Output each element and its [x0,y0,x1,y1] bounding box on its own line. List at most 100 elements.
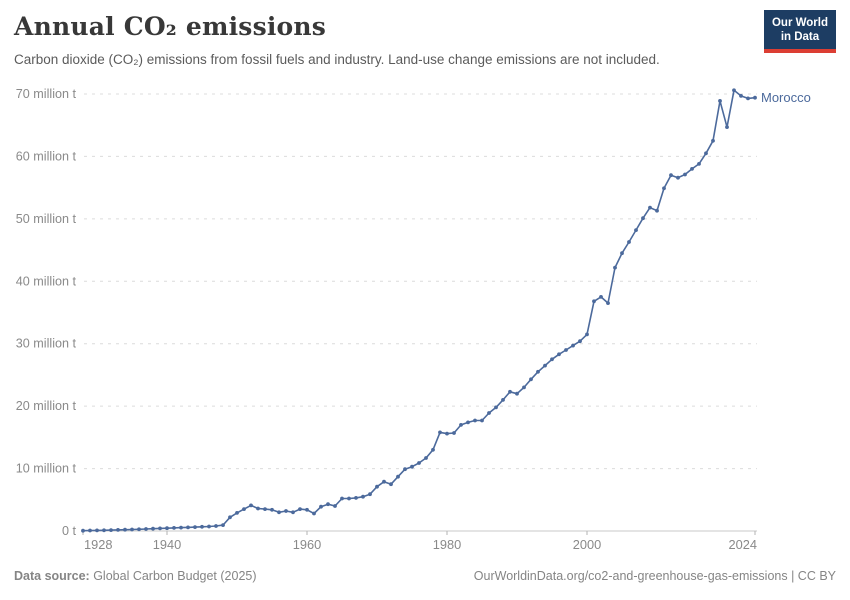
data-point[interactable] [116,528,120,532]
data-point[interactable] [333,504,337,508]
data-point[interactable] [298,507,302,511]
data-point[interactable] [277,510,281,515]
data-point[interactable] [501,398,505,402]
data-point[interactable] [200,524,204,529]
data-point[interactable] [312,511,316,516]
data-point[interactable] [214,524,218,528]
data-point[interactable] [95,528,99,533]
data-point[interactable] [452,431,456,435]
data-point[interactable] [704,151,708,156]
data-point[interactable] [88,528,92,533]
data-point[interactable] [711,138,715,143]
data-point[interactable] [137,527,141,532]
data-point[interactable] [592,299,596,304]
data-point[interactable] [529,377,533,382]
data-point[interactable] [417,461,421,465]
data-point[interactable] [249,503,253,508]
data-point[interactable] [368,492,372,497]
data-point[interactable] [494,405,498,410]
data-point[interactable] [676,175,680,180]
data-point[interactable] [564,348,568,352]
data-point[interactable] [585,332,589,337]
data-point[interactable] [480,418,484,423]
data-point[interactable] [599,295,603,299]
data-point[interactable] [473,418,477,423]
data-point[interactable] [662,186,666,191]
data-point[interactable] [641,216,645,221]
data-point[interactable] [725,125,729,129]
data-point[interactable] [424,456,428,460]
data-point[interactable] [634,228,638,233]
data-point[interactable] [228,515,232,520]
data-point[interactable] [487,411,491,415]
data-point[interactable] [123,527,127,532]
data-point[interactable] [690,167,694,171]
data-point[interactable] [102,528,106,533]
data-point[interactable] [130,527,134,532]
data-point[interactable] [291,510,295,515]
data-point[interactable] [438,430,442,435]
data-point[interactable] [158,526,162,531]
data-point[interactable] [620,251,624,256]
data-point[interactable] [235,511,239,515]
data-point[interactable] [270,507,274,512]
data-point[interactable] [109,528,113,532]
data-point[interactable] [578,339,582,344]
data-point[interactable] [375,484,379,489]
data-point[interactable] [340,496,344,501]
data-point[interactable] [515,391,519,396]
data-point[interactable] [382,479,386,484]
data-point[interactable] [263,507,267,511]
data-point[interactable] [543,363,547,368]
data-point[interactable] [550,357,554,362]
data-point[interactable] [172,526,176,530]
data-point[interactable] [557,352,561,357]
data-point[interactable] [144,527,148,531]
data-point[interactable] [179,525,183,530]
data-point[interactable] [669,173,673,178]
data-point[interactable] [431,447,435,452]
data-point[interactable] [347,496,351,501]
data-point[interactable] [683,172,687,177]
data-point[interactable] [389,482,393,487]
data-point[interactable] [718,99,722,103]
data-point[interactable] [613,265,617,270]
data-point[interactable] [326,502,330,507]
data-point[interactable] [746,96,750,101]
data-point[interactable] [165,526,169,531]
data-point[interactable] [753,95,757,100]
data-point[interactable] [697,162,701,166]
data-point[interactable] [536,369,540,374]
data-point[interactable] [193,525,197,529]
data-point[interactable] [361,494,365,499]
data-point[interactable] [186,525,190,530]
data-point[interactable] [606,301,610,305]
data-point[interactable] [284,509,288,513]
footer-license-link[interactable]: OurWorldinData.org/co2-and-greenhouse-ga… [473,569,836,583]
data-point[interactable] [319,504,323,509]
data-point[interactable] [508,389,512,394]
data-point[interactable] [627,240,631,244]
data-point[interactable] [522,385,526,390]
data-point[interactable] [403,467,407,472]
data-point[interactable] [354,496,358,500]
data-point[interactable] [221,523,225,527]
data-point[interactable] [305,507,309,512]
data-point[interactable] [445,431,449,436]
data-point[interactable] [256,506,260,511]
data-point[interactable] [151,526,155,531]
data-point[interactable] [396,474,400,479]
data-point[interactable] [648,205,652,210]
owid-logo[interactable]: Our World in Data [763,10,836,53]
data-point[interactable] [739,94,743,98]
data-point[interactable] [207,524,211,529]
data-point[interactable] [459,423,463,427]
data-point[interactable] [466,420,470,425]
data-point[interactable] [571,343,575,348]
series-end-label-morocco[interactable]: Morocco [761,90,811,105]
data-point[interactable] [81,528,85,533]
data-point[interactable] [732,88,736,93]
data-point[interactable] [655,208,659,213]
data-point[interactable] [410,464,414,469]
data-point[interactable] [242,507,246,511]
